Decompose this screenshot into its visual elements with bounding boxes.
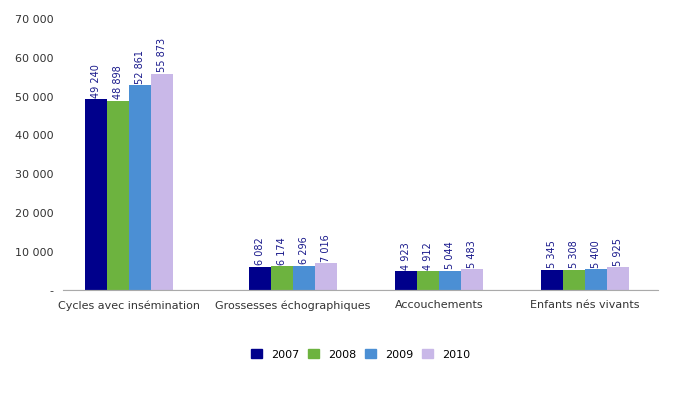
- Bar: [395, 271, 417, 290]
- Bar: [461, 269, 483, 290]
- Text: 5 483: 5 483: [467, 240, 477, 267]
- Text: 5 400: 5 400: [591, 240, 601, 268]
- Text: 4 912: 4 912: [423, 242, 433, 270]
- Text: 49 240: 49 240: [91, 64, 101, 98]
- Bar: [271, 267, 293, 290]
- Bar: [585, 269, 607, 290]
- Bar: [607, 267, 629, 290]
- Bar: [107, 101, 129, 290]
- Bar: [129, 85, 151, 290]
- Bar: [85, 99, 107, 290]
- Bar: [417, 271, 439, 290]
- Text: 5 308: 5 308: [569, 241, 579, 268]
- Text: 6 174: 6 174: [277, 237, 287, 265]
- Text: 7 016: 7 016: [321, 234, 331, 262]
- Bar: [563, 270, 585, 290]
- Text: 5 345: 5 345: [547, 240, 557, 268]
- Text: 6 296: 6 296: [299, 236, 309, 265]
- Bar: [439, 271, 461, 290]
- Text: 48 898: 48 898: [113, 66, 123, 99]
- Bar: [541, 269, 563, 290]
- Text: 6 082: 6 082: [255, 237, 265, 265]
- Text: 55 873: 55 873: [157, 38, 167, 72]
- Bar: [293, 266, 315, 290]
- Bar: [250, 267, 271, 290]
- Bar: [315, 263, 337, 290]
- Text: 5 925: 5 925: [613, 238, 623, 266]
- Text: 5 044: 5 044: [445, 241, 455, 269]
- Text: 4 923: 4 923: [401, 242, 411, 270]
- Legend: 2007, 2008, 2009, 2010: 2007, 2008, 2009, 2010: [246, 345, 475, 364]
- Text: 52 861: 52 861: [135, 50, 145, 84]
- Bar: [151, 74, 173, 290]
